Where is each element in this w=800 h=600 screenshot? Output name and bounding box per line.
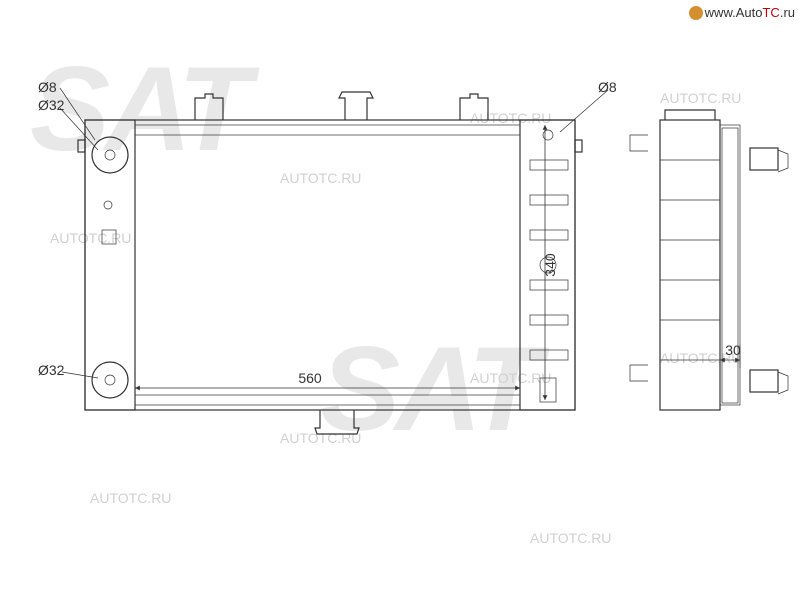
url-prefix: www. <box>705 5 736 20</box>
dim-width: 560 <box>298 370 322 386</box>
source-url: www.AutoTC.ru <box>705 5 795 20</box>
diagram-canvas: SAT SAT AUTOTC.RU AUTOTC.RU AUTOTC.RU AU… <box>0 0 800 600</box>
dim-hole-bottom: Ø32 <box>38 362 65 378</box>
dim-hole-right: Ø8 <box>598 79 617 95</box>
technical-drawing: 560 340 30 Ø8 Ø32 Ø32 Ø8 <box>0 0 800 600</box>
dim-depth: 30 <box>725 342 741 358</box>
dim-hole-top-small: Ø8 <box>38 79 57 95</box>
logo-dot-icon <box>689 6 703 20</box>
url-accent: TC <box>762 5 779 20</box>
dim-hole-top-large: Ø32 <box>38 97 65 113</box>
url-main: Auto <box>736 5 763 20</box>
dim-height: 340 <box>542 253 558 277</box>
source-url-badge: www.AutoTC.ru <box>689 5 795 20</box>
url-suffix: .ru <box>780 5 795 20</box>
